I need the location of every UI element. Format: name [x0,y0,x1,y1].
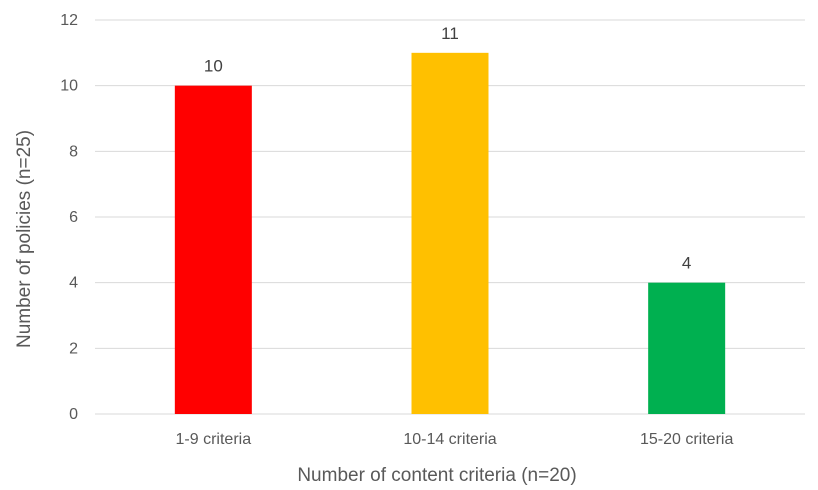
y-tick-label: 6 [69,209,78,226]
x-tick-label: 10-14 criteria [403,431,496,448]
y-tick-label: 12 [60,12,78,29]
bars [174,52,726,415]
y-tick-label: 10 [60,78,78,95]
bar-15-20-criteria [648,282,726,414]
data-labels: 10 11 4 [204,24,692,273]
y-tick-label: 8 [69,143,78,160]
y-tick-label: 0 [69,406,78,423]
y-axis-ticks: 0 2 4 6 8 10 12 [60,12,78,423]
y-tick-label: 2 [69,340,78,357]
x-tick-label: 1-9 criteria [176,431,252,448]
bar-1-9-criteria [174,85,252,415]
x-tick-label: 15-20 criteria [640,431,733,448]
y-axis-title: Number of policies (n=25) [14,130,35,348]
data-label: 10 [204,57,223,76]
bar-10-14-criteria [411,52,489,414]
data-label: 11 [441,24,459,43]
data-label: 4 [682,254,691,273]
x-axis-ticks: 1-9 criteria 10-14 criteria 15-20 criteria [176,431,734,448]
y-tick-label: 4 [69,275,78,292]
x-axis-title: Number of content criteria (n=20) [297,465,576,486]
